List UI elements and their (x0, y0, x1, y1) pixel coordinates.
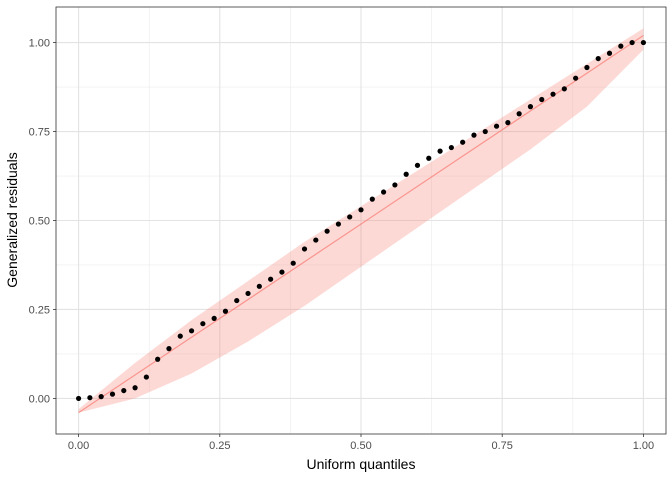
x-tick-label: 1.00 (633, 440, 654, 452)
y-tick-label: 0.25 (29, 304, 50, 316)
data-point (109, 391, 116, 397)
data-point (493, 123, 500, 129)
x-axis-ticks: 0.00 0.25 0.50 0.75 1.00 (68, 434, 654, 452)
x-tick-label: 0.75 (491, 440, 512, 452)
data-point (222, 308, 229, 314)
data-point (87, 395, 93, 401)
y-tick-label: 1.00 (29, 38, 50, 50)
data-point (143, 374, 149, 380)
data-point (573, 75, 579, 81)
data-point (132, 385, 138, 391)
data-point (539, 96, 545, 103)
data-point (640, 39, 647, 46)
data-point (234, 297, 240, 304)
data-point (516, 111, 522, 117)
data-point (268, 276, 274, 282)
data-point (392, 182, 398, 188)
data-point (301, 246, 308, 252)
data-point (75, 395, 82, 402)
x-tick-label: 0.00 (68, 440, 89, 452)
data-points (75, 39, 647, 402)
data-point (290, 260, 296, 266)
data-point (335, 221, 342, 227)
data-point (550, 91, 556, 97)
data-point (629, 39, 635, 46)
data-point (166, 346, 172, 352)
data-point (211, 315, 217, 321)
data-point (313, 237, 319, 243)
data-point (460, 139, 466, 145)
major-gridlines (56, 7, 666, 434)
data-point (358, 207, 364, 213)
data-point (324, 228, 330, 234)
data-point (584, 64, 590, 71)
data-point (482, 128, 488, 135)
data-point (606, 50, 613, 56)
data-point (188, 328, 195, 334)
data-point (369, 196, 375, 202)
data-point (380, 189, 387, 195)
y-axis-ticks: 0.00 0.25 0.50 0.75 1.00 (29, 38, 56, 405)
data-point (279, 269, 285, 275)
data-point (426, 155, 432, 161)
data-point (618, 43, 624, 49)
data-point (200, 321, 206, 327)
y-tick-label: 0.50 (29, 216, 50, 228)
data-point (448, 144, 454, 151)
y-tick-label: 0.75 (29, 127, 50, 139)
y-axis-title: Generalized residuals (4, 152, 20, 287)
reference-line (78, 34, 644, 414)
data-point (403, 171, 409, 177)
data-point (98, 394, 104, 400)
x-axis-title: Uniform quantiles (307, 456, 416, 472)
confidence-band-area (78, 28, 644, 413)
data-point (437, 148, 443, 154)
x-tick-label: 0.25 (209, 440, 230, 452)
reference-line-segment (78, 34, 644, 414)
data-point (561, 86, 567, 92)
confidence-band (78, 28, 644, 413)
data-point (527, 104, 534, 110)
data-point (347, 214, 353, 220)
data-point (177, 333, 183, 339)
data-point (471, 132, 477, 138)
data-point (505, 120, 511, 126)
x-tick-label: 0.50 (350, 440, 371, 452)
data-point (256, 283, 262, 289)
data-point (121, 387, 127, 394)
data-point (414, 162, 421, 168)
data-point (595, 55, 601, 62)
data-point (245, 290, 251, 297)
data-point (155, 356, 161, 362)
y-tick-label: 0.00 (29, 393, 50, 405)
